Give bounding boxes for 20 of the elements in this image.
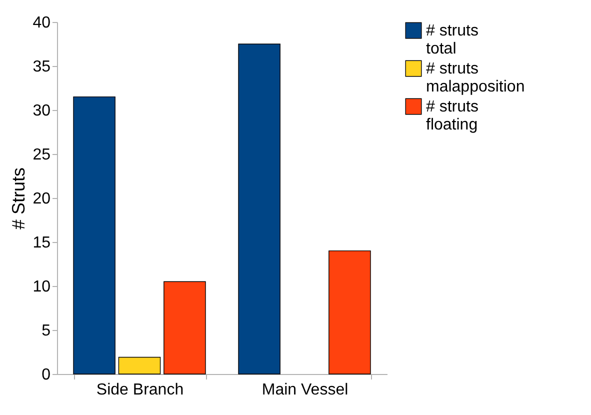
y-axis-title: # Struts [8, 167, 29, 230]
bar [328, 250, 371, 374]
x-tick-label: Main Vessel [262, 382, 348, 398]
legend-label: # struts floating [426, 98, 478, 134]
y-tick-label: 35 [32, 58, 51, 76]
legend-label: # struts malapposition [426, 60, 525, 96]
bar [238, 44, 280, 374]
y-tick-label: 15 [32, 234, 51, 252]
y-tick-label: 30 [32, 102, 51, 120]
bar [164, 281, 206, 374]
legend-label: # struts total [426, 22, 478, 58]
x-tick-label: Side Branch [96, 382, 184, 398]
y-tick-label: 5 [42, 322, 51, 340]
y-tick-label: 0 [42, 366, 51, 384]
bar [118, 356, 161, 374]
bar [73, 96, 116, 374]
y-tick-label: 40 [32, 14, 51, 32]
y-tick-label: 20 [32, 190, 51, 208]
y-tick-label: 25 [32, 146, 51, 164]
y-tick-label: 10 [32, 278, 51, 296]
